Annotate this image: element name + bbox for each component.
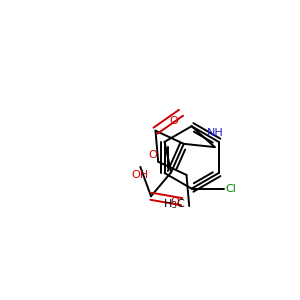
Text: OH: OH [132, 170, 149, 180]
Text: O: O [148, 150, 157, 160]
Text: O: O [169, 116, 178, 126]
Text: Cl: Cl [226, 184, 237, 194]
Text: H$_3$C: H$_3$C [163, 198, 186, 212]
Text: O: O [170, 197, 179, 207]
Text: NH: NH [206, 128, 223, 138]
